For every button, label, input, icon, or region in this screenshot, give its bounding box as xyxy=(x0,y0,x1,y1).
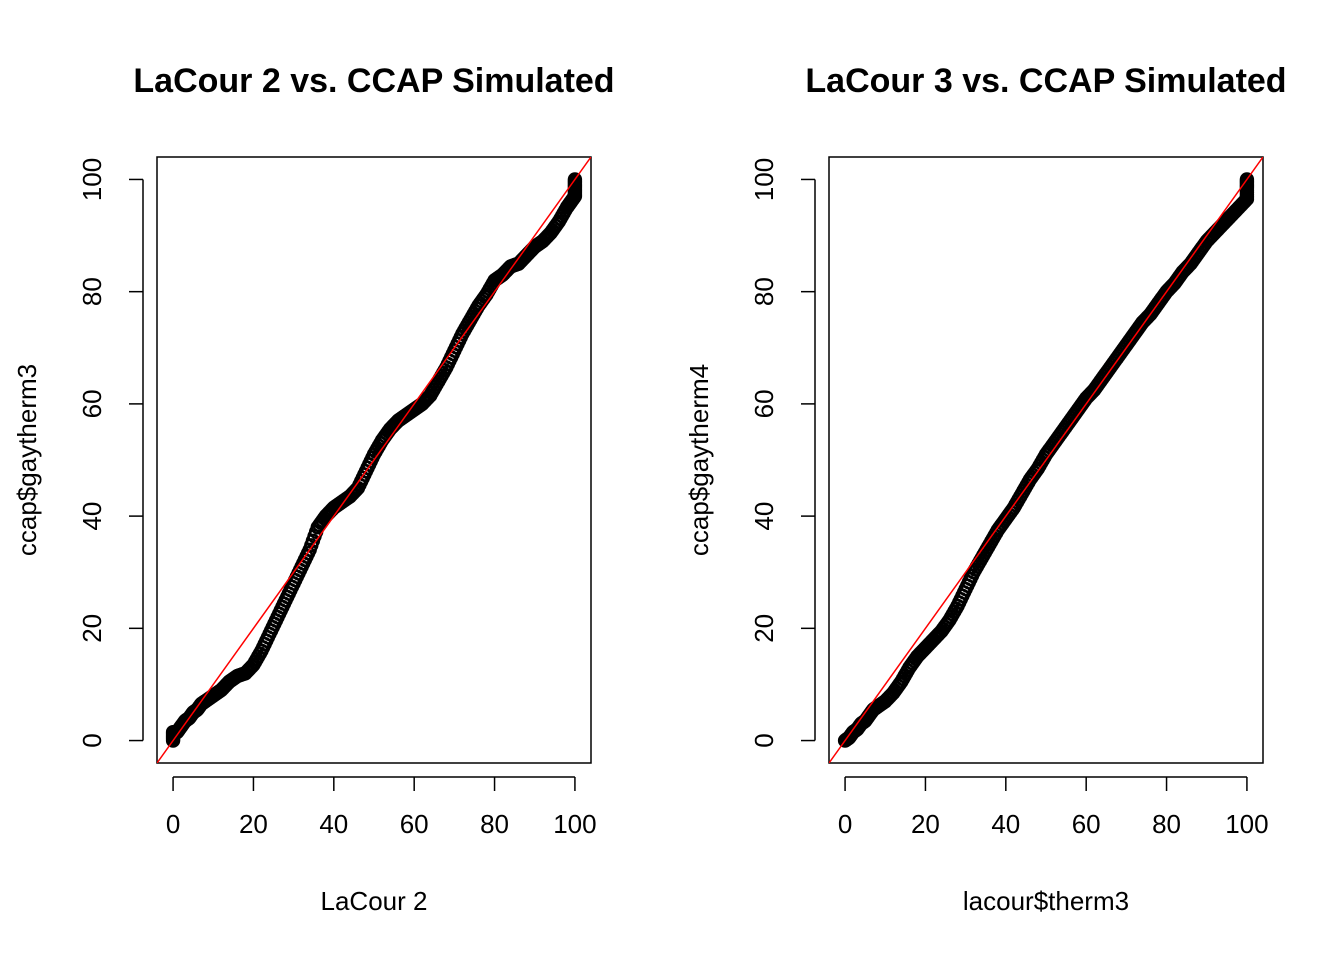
y-tick-label: 60 xyxy=(749,389,779,418)
data-point xyxy=(1239,172,1255,187)
chart-title: LaCour 3 vs. CCAP Simulated xyxy=(805,62,1286,100)
y-tick-label: 0 xyxy=(77,733,107,747)
plot-frame xyxy=(828,156,1264,764)
x-tick-label: 100 xyxy=(553,809,596,839)
x-tick-label: 60 xyxy=(1072,809,1101,839)
x-tick-label: 20 xyxy=(239,809,268,839)
y-tick-label: 20 xyxy=(77,614,107,643)
x-tick-label: 60 xyxy=(400,809,429,839)
y-tick-label: 80 xyxy=(77,277,107,306)
y-tick-label: 100 xyxy=(77,158,107,201)
y-tick-label: 60 xyxy=(77,389,107,418)
reference-line xyxy=(157,157,591,763)
y-tick-label: 80 xyxy=(749,277,779,306)
chart-panel-2: LaCour 3 vs. CCAP Simulated 0 20 40 60 80 100 0… xyxy=(684,62,1287,916)
chart-panel-1: LaCour 2 vs. CCAP Simulated 0 20 40 60 80 100 0… xyxy=(12,62,615,916)
data-points xyxy=(837,172,1255,748)
x-tick-label: 80 xyxy=(480,809,509,839)
x-tick-label: 0 xyxy=(166,809,180,839)
reference-line xyxy=(829,157,1263,763)
x-tick-label: 80 xyxy=(1152,809,1181,839)
x-tick-label: 100 xyxy=(1225,809,1268,839)
panels: LaCour 2 vs. CCAP Simulated 0 20 40 60 80 100 0… xyxy=(12,62,1287,916)
y-axis-label: ccap$gaytherm4 xyxy=(684,364,714,556)
x-tick-label: 40 xyxy=(991,809,1020,839)
x-tick-label: 0 xyxy=(838,809,852,839)
y-axis-label: ccap$gaytherm3 xyxy=(12,364,42,556)
plot-frame xyxy=(156,156,592,764)
y-tick-label: 40 xyxy=(77,502,107,531)
data-point xyxy=(567,172,583,187)
x-tick-label: 40 xyxy=(319,809,348,839)
y-tick-label: 100 xyxy=(749,158,779,201)
x-axis-label: LaCour 2 xyxy=(321,886,428,916)
y-tick-label: 40 xyxy=(749,502,779,531)
y-tick-label: 20 xyxy=(749,614,779,643)
x-axis-label: lacour$therm3 xyxy=(963,886,1129,916)
y-tick-label: 0 xyxy=(749,733,779,747)
x-tick-label: 20 xyxy=(911,809,940,839)
chart-title: LaCour 2 vs. CCAP Simulated xyxy=(133,62,614,100)
